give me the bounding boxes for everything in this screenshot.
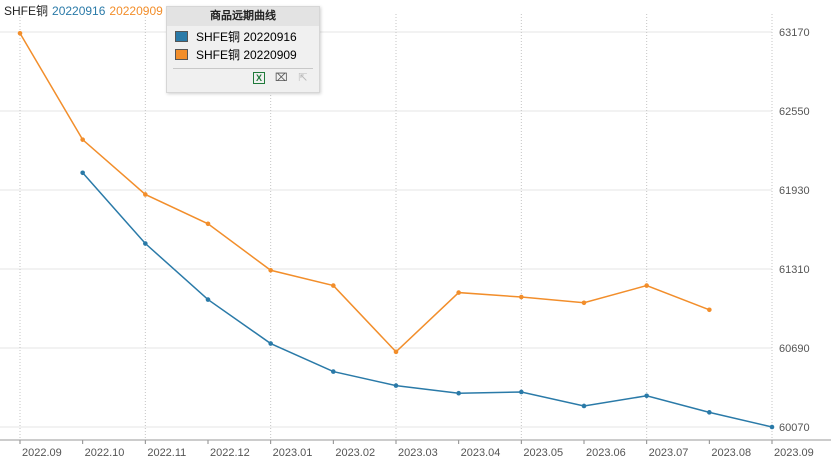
legend-label-20220916: SHFE铜 20220916 <box>196 29 297 44</box>
x-tick-label: 2023.01 <box>273 447 313 459</box>
x-tick-label: 2023.06 <box>586 447 626 459</box>
x-tick-label: 2022.11 <box>147 447 186 459</box>
data-point[interactable] <box>644 393 649 399</box>
data-point[interactable] <box>393 383 399 388</box>
legend-item-20220916[interactable]: SHFE铜 20220916 <box>175 28 319 44</box>
legend-item-20220909[interactable]: SHFE铜 20220909 <box>175 46 319 62</box>
x-tick-label: 2023.04 <box>461 447 501 459</box>
x-tick-label: 2023.03 <box>398 447 438 459</box>
legend-header: 商品远期曲线 <box>167 7 319 26</box>
data-point[interactable] <box>143 192 148 197</box>
title-prefix: SHFE铜 <box>4 4 49 18</box>
data-point[interactable] <box>331 369 336 374</box>
y-tick-label: 63170 <box>779 27 810 39</box>
data-point[interactable] <box>581 403 587 409</box>
legend-label-20220909: SHFE铜 20220909 <box>196 47 297 62</box>
legend-swatch-20220909 <box>175 48 188 60</box>
legend-panel[interactable]: 商品远期曲线 SHFE铜 20220916 SHFE铜 20220909 X ⌧… <box>166 6 320 93</box>
legend-toolbar: X ⌧ ⇱ <box>167 69 319 84</box>
data-point[interactable] <box>80 170 85 176</box>
data-point[interactable] <box>769 424 775 430</box>
data-point[interactable] <box>268 341 273 346</box>
data-point[interactable] <box>143 241 148 246</box>
data-point[interactable] <box>581 300 587 306</box>
y-tick-label: 60070 <box>779 422 810 434</box>
crop-icon[interactable]: ⌧ <box>275 72 288 84</box>
x-tick-label: 2023.02 <box>335 447 375 459</box>
series-lines <box>17 30 775 430</box>
axes: 60070 60690 61310 61930 62550 63170 2022.09 202… <box>0 27 831 459</box>
data-point[interactable] <box>456 390 461 396</box>
x-tick-label: 2023.09 <box>774 447 814 459</box>
y-tick-label: 62550 <box>779 106 810 118</box>
x-tick-label: 2023.07 <box>649 447 689 459</box>
series-line-0 <box>82 172 773 428</box>
data-point[interactable] <box>644 283 649 288</box>
excel-export-icon[interactable]: X <box>253 72 265 84</box>
data-point[interactable] <box>205 297 211 302</box>
data-point[interactable] <box>519 294 524 300</box>
x-tick-label: 2022.10 <box>85 447 125 459</box>
data-point[interactable] <box>456 290 461 295</box>
data-point[interactable] <box>707 410 712 415</box>
legend-divider <box>173 68 313 69</box>
y-tick-label: 60690 <box>779 343 810 355</box>
chart-title: SHFE铜 20220916 20220909 <box>4 2 167 19</box>
data-point[interactable] <box>519 389 524 395</box>
data-point[interactable] <box>17 30 23 36</box>
gridlines <box>0 14 773 440</box>
title-series-2: 20220909 <box>109 4 163 18</box>
x-tick-label: 2023.05 <box>523 447 563 459</box>
y-tick-label: 61930 <box>779 185 810 197</box>
y-tick-label: 61310 <box>779 264 810 276</box>
data-point[interactable] <box>80 137 85 142</box>
series-line-1 <box>19 32 710 353</box>
x-tick-label: 2022.12 <box>210 447 250 459</box>
data-point[interactable] <box>331 283 336 288</box>
title-series-1: 20220916 <box>52 4 106 18</box>
data-point[interactable] <box>205 221 211 227</box>
legend-swatch-20220916 <box>175 30 188 42</box>
x-tick-label: 2022.09 <box>22 447 62 459</box>
data-point[interactable] <box>268 267 273 273</box>
data-point[interactable] <box>707 307 712 313</box>
data-point[interactable] <box>393 349 399 355</box>
x-tick-label: 2023.08 <box>711 447 751 459</box>
select-icon[interactable]: ⇱ <box>298 72 308 84</box>
